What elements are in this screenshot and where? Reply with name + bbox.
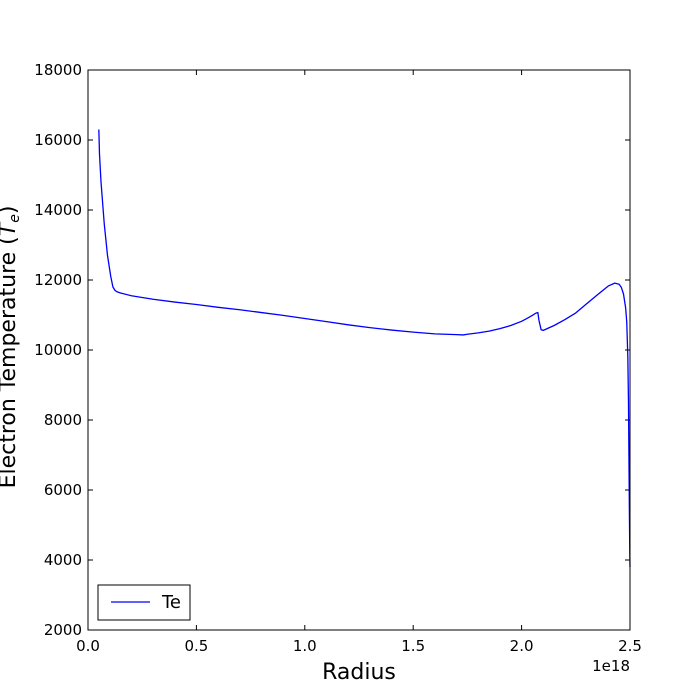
series-line-te bbox=[98, 129, 631, 568]
y-axis-label-text: Electron Temperature ( bbox=[0, 236, 21, 488]
y-tick-label: 2000 bbox=[44, 621, 82, 639]
legend-label-te: Te bbox=[161, 592, 181, 613]
x-offset-label: 1e18 bbox=[592, 657, 630, 675]
x-tick-label: 1.5 bbox=[401, 637, 425, 655]
y-axis-label: Electron Temperature (Te) bbox=[0, 206, 23, 489]
y-tick-label: 12000 bbox=[34, 271, 82, 289]
y-tick-label: 14000 bbox=[34, 201, 82, 219]
x-tick-label: 2.0 bbox=[510, 637, 534, 655]
legend: Te bbox=[97, 584, 191, 621]
x-tick-label: 0.0 bbox=[76, 637, 100, 655]
x-axis-label: Radius bbox=[322, 660, 396, 685]
tick-labels: 0.0 0.5 1.0 1.5 2.0 2.5 2000 4000 6000 8000 10000 1… bbox=[34, 61, 642, 655]
ticks bbox=[87, 69, 631, 631]
y-axis-label-subscript: e bbox=[7, 214, 23, 223]
x-tick-label: 2.5 bbox=[618, 637, 642, 655]
x-tick-label: 0.5 bbox=[184, 637, 208, 655]
y-tick-label: 16000 bbox=[34, 131, 82, 149]
y-tick-label: 8000 bbox=[44, 411, 82, 429]
y-axis-label-close: ) bbox=[0, 206, 21, 215]
y-tick-label: 10000 bbox=[34, 341, 82, 359]
y-tick-label: 6000 bbox=[44, 481, 82, 499]
x-tick-label: 1.0 bbox=[293, 637, 317, 655]
y-axis-label-math: T bbox=[0, 221, 21, 236]
y-tick-label: 4000 bbox=[44, 551, 82, 569]
series-layer bbox=[98, 129, 631, 568]
y-tick-label: 18000 bbox=[34, 61, 82, 79]
plot-frame bbox=[87, 69, 631, 631]
